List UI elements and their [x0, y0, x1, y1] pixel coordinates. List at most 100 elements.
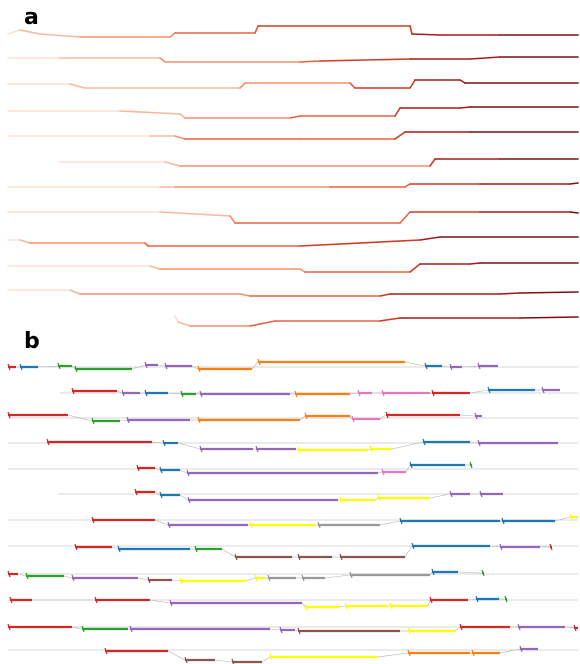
colored-segment — [399, 517, 500, 525]
colored-segment — [569, 513, 578, 521]
colored-segment — [9, 596, 32, 604]
segment-row — [8, 438, 578, 454]
colored-segment — [269, 653, 378, 661]
colored-segment — [121, 389, 140, 397]
colored-segment — [25, 572, 64, 580]
colored-segment — [136, 464, 155, 472]
colored-segment — [351, 415, 380, 423]
colored-segment — [517, 623, 565, 631]
segment-row — [8, 513, 578, 529]
colored-segment — [46, 438, 152, 446]
colored-segment — [449, 363, 462, 371]
trajectory-line — [7, 106, 579, 119]
segment-row — [7, 358, 578, 373]
colored-segment — [501, 517, 555, 525]
segment-row — [7, 568, 578, 585]
colored-segment — [474, 412, 482, 420]
colored-segment — [369, 445, 392, 453]
colored-segment — [429, 596, 468, 604]
segment-row — [60, 386, 578, 398]
segment-row — [7, 411, 578, 425]
panel-b-segments — [7, 358, 578, 664]
colored-segment — [91, 516, 155, 524]
segment-row — [8, 542, 578, 561]
colored-segment — [297, 553, 332, 561]
colored-segment — [344, 602, 388, 610]
colored-segment — [487, 386, 535, 394]
colored-segment — [164, 362, 192, 370]
colored-segment — [197, 416, 300, 424]
colored-segment — [104, 647, 168, 655]
colored-segment — [385, 411, 460, 419]
trajectory-line — [7, 182, 579, 188]
colored-segment — [279, 626, 295, 634]
colored-segment — [449, 490, 470, 498]
trajectory-line — [7, 262, 579, 273]
colored-segment — [477, 439, 558, 447]
colored-segment — [71, 574, 138, 582]
colored-segment — [294, 390, 350, 398]
colored-segment — [304, 603, 340, 611]
colored-segment — [255, 445, 296, 453]
colored-segment — [162, 439, 178, 447]
colored-segment — [74, 543, 112, 551]
colored-segment — [167, 521, 248, 529]
colored-segment — [317, 521, 380, 529]
colored-segment — [129, 625, 270, 633]
trajectory-line — [7, 236, 579, 247]
colored-segment — [179, 577, 245, 585]
trajectory-line — [7, 211, 579, 224]
trajectory-line — [7, 79, 579, 89]
colored-segment — [304, 412, 350, 420]
colored-segment — [431, 389, 470, 397]
trajectory-line — [59, 158, 579, 167]
colored-segment — [389, 602, 428, 610]
colored-segment — [194, 545, 222, 553]
colored-segment — [431, 568, 458, 576]
trajectory-line — [7, 131, 579, 140]
colored-segment — [144, 361, 158, 369]
colored-segment — [19, 363, 38, 371]
colored-segment — [411, 542, 490, 550]
colored-segment — [81, 625, 128, 633]
colored-segment — [57, 362, 72, 370]
colored-segment — [504, 595, 508, 603]
colored-segment — [249, 521, 316, 529]
segment-row — [58, 488, 578, 504]
colored-segment — [197, 365, 252, 373]
colored-segment — [477, 362, 498, 370]
colored-segment — [180, 390, 196, 398]
colored-segment — [186, 469, 378, 477]
colored-segment — [339, 496, 375, 504]
colored-segment — [459, 623, 510, 631]
panel-b-label: b — [24, 329, 40, 354]
colored-segment — [91, 417, 120, 425]
colored-segment — [297, 627, 400, 635]
colored-segment — [407, 627, 455, 635]
colored-segment — [349, 571, 430, 579]
colored-segment — [254, 574, 265, 582]
colored-segment — [424, 362, 442, 370]
trajectory-line — [174, 315, 579, 327]
trajectory-line — [7, 56, 579, 63]
colored-segment — [7, 411, 68, 419]
segment-row — [8, 595, 578, 611]
colored-segment — [187, 496, 338, 504]
colored-segment — [257, 358, 405, 366]
colored-segment — [339, 553, 405, 561]
colored-segment — [94, 596, 150, 604]
colored-segment — [301, 574, 325, 582]
segment-row — [7, 623, 578, 635]
colored-segment — [479, 490, 503, 498]
colored-segment — [7, 570, 18, 578]
colored-segment — [481, 569, 485, 577]
segment-row — [8, 461, 578, 477]
colored-segment — [549, 543, 553, 551]
colored-segment — [184, 656, 215, 664]
colored-segment — [377, 494, 430, 502]
colored-segment — [409, 461, 465, 469]
colored-segment — [126, 416, 190, 424]
colored-segment — [234, 553, 292, 561]
colored-segment — [519, 645, 538, 653]
